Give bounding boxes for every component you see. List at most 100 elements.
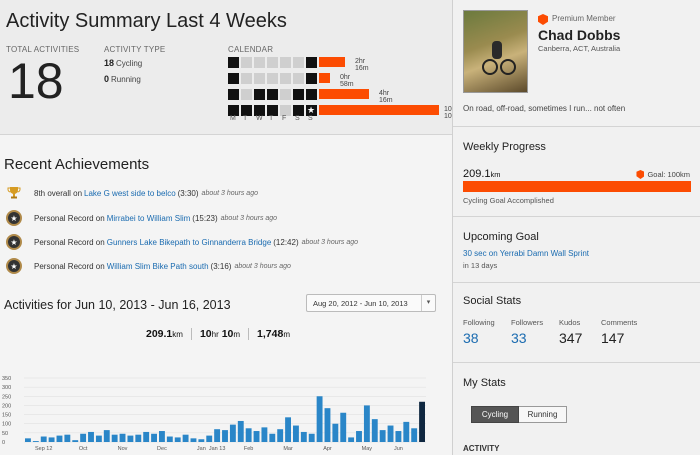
chart-bar[interactable] xyxy=(300,431,307,442)
segment-link[interactable]: Lake G west side to belco xyxy=(84,188,176,198)
achievement-time: (3:16) xyxy=(210,261,232,271)
chart-bar[interactable] xyxy=(198,439,205,442)
activity-type-label: ACTIVITY TYPE xyxy=(104,45,166,54)
chart-bar[interactable] xyxy=(182,434,189,442)
chart-bar[interactable] xyxy=(324,408,331,442)
chart-bar[interactable] xyxy=(166,436,173,442)
chart-bar[interactable] xyxy=(387,425,394,442)
chart-bar[interactable] xyxy=(40,436,47,442)
chart-bar[interactable] xyxy=(395,431,402,442)
week-duration-bar xyxy=(319,89,369,99)
chart-bar[interactable] xyxy=(64,434,71,442)
chart-bar[interactable] xyxy=(127,435,134,442)
chart-bar[interactable] xyxy=(379,430,386,442)
upcoming-goal-link[interactable]: 30 sec on Yerrabi Damn Wall Sprint xyxy=(463,249,589,258)
calendar-day-label: W xyxy=(256,115,263,122)
calendar-day xyxy=(306,56,317,68)
calendar-day xyxy=(267,88,278,100)
chart-bar[interactable] xyxy=(48,437,55,442)
social-stat-followers[interactable]: Followers 33 xyxy=(511,318,543,346)
y-tick-label: 350 xyxy=(2,376,11,382)
chart-bar[interactable] xyxy=(403,421,410,442)
chart-bar[interactable] xyxy=(332,423,339,442)
chart-bar[interactable] xyxy=(56,435,63,442)
calendar-week: 4hr 16m xyxy=(228,87,393,104)
chart-bar[interactable] xyxy=(237,420,244,442)
avatar[interactable] xyxy=(463,10,528,93)
calendar-day xyxy=(241,88,252,100)
chart-bar[interactable] xyxy=(135,434,142,442)
type-cycling: 18 Cycling xyxy=(104,58,143,68)
chart-bar[interactable] xyxy=(363,405,370,442)
chart-bar[interactable] xyxy=(143,431,150,442)
weekly-goal-note: Cycling Goal Accomplished xyxy=(463,196,554,205)
type-running: 0 Running xyxy=(104,74,141,84)
chart-bar[interactable] xyxy=(261,427,268,442)
chart-bar[interactable] xyxy=(356,431,362,442)
chart-bar[interactable] xyxy=(25,438,31,442)
divider xyxy=(453,282,700,283)
weekly-progress-title: Weekly Progress xyxy=(463,141,546,153)
chart-bar[interactable] xyxy=(174,437,181,442)
chart-bar[interactable] xyxy=(419,401,425,442)
chart-bar[interactable] xyxy=(316,396,323,442)
stats-type-toggle: Cycling Running xyxy=(471,406,567,423)
chart-bar[interactable] xyxy=(293,425,299,442)
athlete-name[interactable]: Chad Dobbs xyxy=(538,27,621,43)
chart-bar[interactable] xyxy=(308,433,315,442)
activity-stats: 209.1km 10hr 10m 1,748m xyxy=(138,328,298,340)
achievement-time: (12:42) xyxy=(273,237,299,247)
tab-running[interactable]: Running xyxy=(519,406,567,423)
segment-link[interactable]: William Slim Bike Path south xyxy=(106,261,209,271)
achievement-text: 8th overall on xyxy=(34,188,83,198)
chart-bar[interactable] xyxy=(340,412,347,442)
achievement-item: ★ Personal Record on Mirrabei to William S… xyxy=(6,210,277,226)
segment-link[interactable]: Mirrabei to William Slim xyxy=(106,213,191,223)
achievement-timestamp: about 3 hours ago xyxy=(220,214,278,222)
chart-bar[interactable] xyxy=(253,431,260,442)
chevron-down-icon: ▾ xyxy=(421,295,435,311)
chart-bar[interactable] xyxy=(32,441,39,442)
medal-icon: ★ xyxy=(6,258,22,274)
premium-label: Premium Member xyxy=(552,14,616,23)
chart-bar[interactable] xyxy=(190,438,197,442)
tab-cycling[interactable]: Cycling xyxy=(471,406,519,423)
chart-bar[interactable] xyxy=(245,428,252,442)
week-duration-bar xyxy=(319,73,330,83)
activities-title: Activities for Jun 10, 2013 - Jun 16, 20… xyxy=(4,298,231,312)
achievement-text: Personal Record on xyxy=(34,213,105,223)
chart-bar[interactable] xyxy=(277,429,284,442)
calendar-day-label: F xyxy=(282,115,287,122)
sidebar: Premium Member Chad Dobbs Canberra, ACT,… xyxy=(452,0,700,455)
chart-bar[interactable] xyxy=(72,440,79,442)
chart-bar[interactable] xyxy=(119,433,126,442)
chart-bar[interactable] xyxy=(80,433,87,442)
x-tick-label: Sep 12 xyxy=(35,446,52,452)
chart-bar[interactable] xyxy=(348,437,355,442)
chart-bar[interactable] xyxy=(411,428,418,442)
calendar-day-label: T xyxy=(269,115,274,122)
chart-bar[interactable] xyxy=(229,424,236,442)
chart-bar[interactable] xyxy=(214,429,221,442)
chart-bar[interactable] xyxy=(269,433,276,442)
chart-bar[interactable] xyxy=(111,434,118,442)
chart-bar[interactable] xyxy=(285,417,291,442)
date-range-select[interactable]: Aug 20, 2012 - Jun 10, 2013 ▾ xyxy=(306,294,436,312)
chart-bar[interactable] xyxy=(151,433,157,442)
calendar-day-label: S xyxy=(295,115,300,122)
segment-link[interactable]: Gunners Lake Bikepath to Ginnanderra Bri… xyxy=(106,237,272,247)
calendar-day xyxy=(228,72,239,84)
chart-bar[interactable] xyxy=(95,435,102,442)
chart-bar[interactable] xyxy=(159,431,165,442)
chart-bar[interactable] xyxy=(103,430,110,442)
calendar-day xyxy=(254,72,265,84)
chart-bar[interactable] xyxy=(206,435,213,442)
achievements-title: Recent Achievements xyxy=(4,156,150,173)
x-tick-label: Oct xyxy=(79,446,88,452)
chart-bar[interactable] xyxy=(88,431,94,442)
chart-bar[interactable] xyxy=(222,430,228,442)
chart-bar[interactable] xyxy=(371,419,378,442)
social-stat-following[interactable]: Following 38 xyxy=(463,318,495,346)
